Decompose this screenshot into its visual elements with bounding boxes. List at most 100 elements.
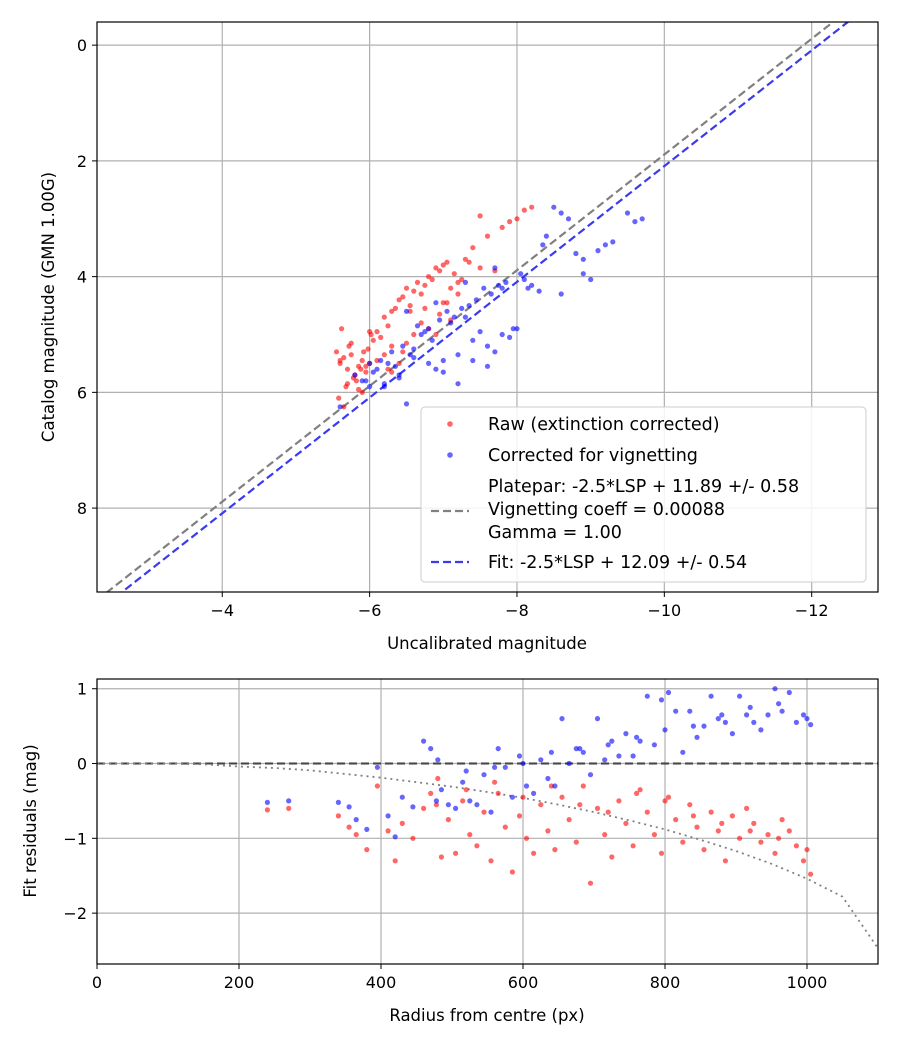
bottom-point-raw (566, 817, 572, 823)
legend-label-fit: Fit: -2.5*LSP + 12.09 +/- 0.54 (488, 553, 747, 573)
top-axes-frame (96, 21, 879, 593)
top-line-platepar (105, 22, 835, 592)
top-point-corrected (573, 250, 579, 257)
top-point-raw (403, 340, 410, 346)
bottom-point-corrected (658, 697, 665, 703)
bottom-point-corrected (708, 693, 714, 699)
bottom-point-raw (353, 832, 359, 838)
bottom-point-corrected (467, 798, 473, 804)
bottom-panel: 0 200 400 600 800 1000 1 0 −1 −2 Radius from cent… (21, 678, 879, 1025)
bottom-point-corrected (747, 704, 753, 711)
bottom-point-corrected (577, 746, 583, 752)
top-point-raw (514, 216, 520, 222)
bottom-point-corrected (719, 712, 725, 718)
top-point-corrected (400, 343, 406, 349)
top-point-raw (348, 340, 354, 346)
bottom-point-corrected (346, 804, 352, 810)
top-y-axis-label: Catalog magnitude (GMN 1.00G) (39, 172, 58, 442)
top-point-raw (370, 337, 376, 343)
bottom-point-raw (392, 858, 398, 864)
top-point-raw (462, 256, 468, 262)
top-point-corrected (462, 279, 468, 285)
bottom-y-tick-label: 0 (77, 755, 87, 774)
bottom-point-corrected (715, 716, 721, 722)
top-point-corrected (610, 239, 616, 245)
top-line-fit (120, 22, 850, 592)
top-point-raw (466, 259, 472, 265)
bottom-point-raw (516, 813, 523, 819)
bottom-x-tick-label: 800 (650, 973, 681, 992)
bottom-point-raw (808, 871, 814, 877)
top-point-corrected (484, 343, 491, 349)
top-point-corrected (588, 276, 594, 283)
bottom-point-corrected (531, 790, 537, 797)
bottom-point-raw (630, 843, 636, 849)
top-point-corrected (473, 297, 479, 303)
top-point-corrected (492, 265, 498, 271)
top-x-axis-label: Uncalibrated magnitude (387, 634, 587, 653)
bottom-point-raw (481, 809, 487, 815)
bottom-point-raw (744, 805, 750, 812)
bottom-point-corrected (609, 738, 615, 744)
top-point-corrected (459, 305, 465, 311)
top-point-raw (418, 320, 424, 326)
top-point-raw (444, 300, 450, 306)
bottom-point-corrected (566, 760, 572, 767)
bottom-point-corrected (335, 799, 341, 806)
bottom-point-corrected (605, 742, 611, 748)
bottom-point-raw (634, 790, 640, 797)
bottom-point-raw (779, 817, 785, 823)
top-point-corrected (440, 369, 446, 375)
top-point-corrected (381, 381, 387, 387)
bottom-point-raw (509, 869, 515, 875)
top-point-raw (336, 395, 342, 401)
bottom-x-tick-label: 0 (92, 973, 102, 992)
bottom-point-corrected (552, 783, 558, 789)
bottom-point-raw (690, 813, 697, 819)
top-point-corrected (632, 219, 638, 225)
top-y-tick-label: 4 (77, 268, 87, 287)
top-point-corrected (551, 204, 557, 210)
top-point-corrected (363, 378, 369, 384)
top-point-raw (422, 282, 428, 288)
bottom-point-raw (545, 828, 551, 834)
bottom-point-raw (346, 824, 352, 830)
bottom-point-raw (747, 828, 753, 834)
top-point-corrected (518, 271, 524, 277)
top-point-raw (422, 305, 428, 311)
top-point-corrected (451, 314, 457, 320)
bottom-point-corrected (602, 757, 608, 763)
bottom-point-corrected (516, 753, 523, 759)
top-point-corrected (448, 320, 454, 326)
top-y-tick-label: 2 (77, 152, 87, 171)
bottom-point-corrected (779, 708, 785, 714)
top-point-raw (455, 279, 461, 285)
top-point-corrected (370, 369, 376, 375)
bottom-point-corrected (729, 731, 736, 737)
top-point-raw (448, 285, 454, 291)
bottom-point-corrected (651, 742, 658, 748)
top-point-corrected (440, 357, 446, 364)
top-point-raw (470, 245, 476, 251)
bottom-point-raw (286, 805, 292, 812)
bottom-point-corrected (559, 716, 565, 722)
top-point-corrected (374, 366, 380, 372)
top-point-raw (396, 360, 402, 366)
bottom-point-raw (719, 820, 725, 827)
bottom-x-tick-label: 1000 (787, 973, 828, 992)
top-point-corrected (385, 360, 391, 366)
bottom-point-raw (495, 790, 501, 797)
top-point-raw (507, 219, 513, 225)
legend-marker-raw (447, 421, 453, 427)
top-point-raw (437, 311, 443, 317)
bottom-point-corrected (673, 708, 679, 714)
top-point-raw (429, 276, 435, 283)
bottom-point-corrected (680, 749, 686, 755)
bottom-y-tick-label: −1 (63, 829, 87, 848)
top-point-corrected (359, 378, 365, 384)
top-point-raw (426, 274, 432, 280)
bottom-point-raw (616, 798, 622, 804)
top-point-corrected (466, 303, 472, 309)
top-point-raw (356, 386, 362, 393)
top-point-raw (365, 346, 371, 352)
